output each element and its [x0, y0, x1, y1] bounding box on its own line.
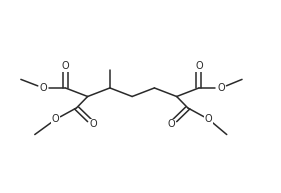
Text: O: O	[89, 119, 97, 129]
Text: O: O	[205, 114, 212, 124]
Text: O: O	[167, 119, 175, 129]
Text: O: O	[217, 83, 225, 93]
Text: O: O	[39, 83, 47, 93]
Text: O: O	[195, 61, 203, 71]
Text: O: O	[62, 61, 69, 71]
Text: O: O	[52, 114, 60, 124]
